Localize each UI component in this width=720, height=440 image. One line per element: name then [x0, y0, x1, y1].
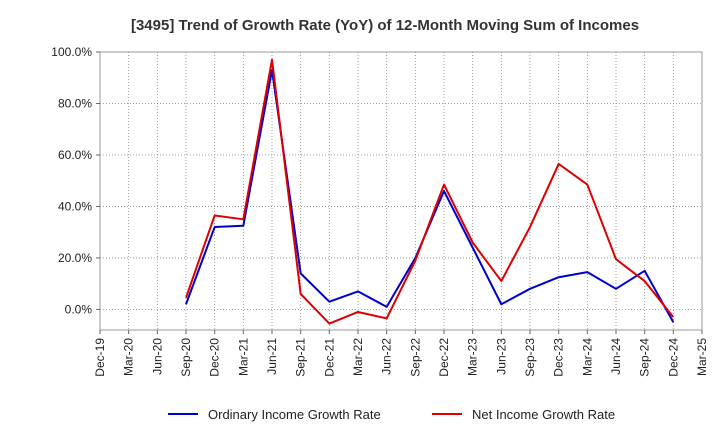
y-tick-label: 80.0% [58, 96, 92, 110]
x-tick-label: Dec-23 [552, 338, 566, 377]
axes: 100.0% 80.0% 60.0% 40.0% 20.0% 0.0% Dec-19 Mar-… [51, 45, 709, 377]
x-tick-label: Jun-22 [380, 338, 394, 375]
y-tick-label: 40.0% [58, 199, 92, 213]
chart-title: [3495] Trend of Growth Rate (YoY) of 12-… [131, 17, 639, 34]
x-tick-label: Dec-19 [93, 338, 107, 377]
x-tick-label: Mar-23 [466, 338, 480, 376]
data-series [185, 58, 675, 325]
legend-entry-label: Ordinary Income Growth Rate [208, 407, 381, 422]
x-tick-label: Mar-25 [695, 338, 709, 376]
x-tick-label: Mar-20 [122, 338, 136, 376]
legend-entry-label: Net Income Growth Rate [472, 407, 615, 422]
y-tick-label: 0.0% [65, 302, 93, 316]
x-tick-label: Sep-22 [408, 338, 422, 377]
x-tick-label: Jun-24 [609, 338, 623, 375]
x-tick-label: Dec-20 [208, 338, 222, 377]
y-tick-label: 20.0% [58, 251, 92, 265]
x-tick-label: Sep-23 [523, 338, 537, 377]
x-tick-label: Dec-21 [322, 338, 336, 377]
x-tick-label: Mar-24 [580, 338, 594, 376]
series-line-net-income [185, 58, 675, 325]
y-tick-label: 60.0% [58, 148, 92, 162]
y-tick-label: 100.0% [51, 45, 92, 59]
legend: Ordinary Income Growth Rate Net Income Gr… [168, 407, 615, 422]
x-tick-label: Dec-24 [666, 338, 680, 377]
x-tick-label: Mar-21 [236, 338, 250, 376]
x-tick-label: Jun-21 [265, 338, 279, 375]
x-tick-label: Sep-20 [179, 338, 193, 377]
x-tick-label: Jun-23 [494, 338, 508, 375]
x-tick-label: Dec-22 [437, 338, 451, 377]
x-tick-label: Mar-22 [351, 338, 365, 376]
x-tick-label: Sep-21 [294, 338, 308, 377]
x-tick-label: Sep-24 [638, 338, 652, 377]
x-tick-label: Jun-20 [150, 338, 164, 375]
